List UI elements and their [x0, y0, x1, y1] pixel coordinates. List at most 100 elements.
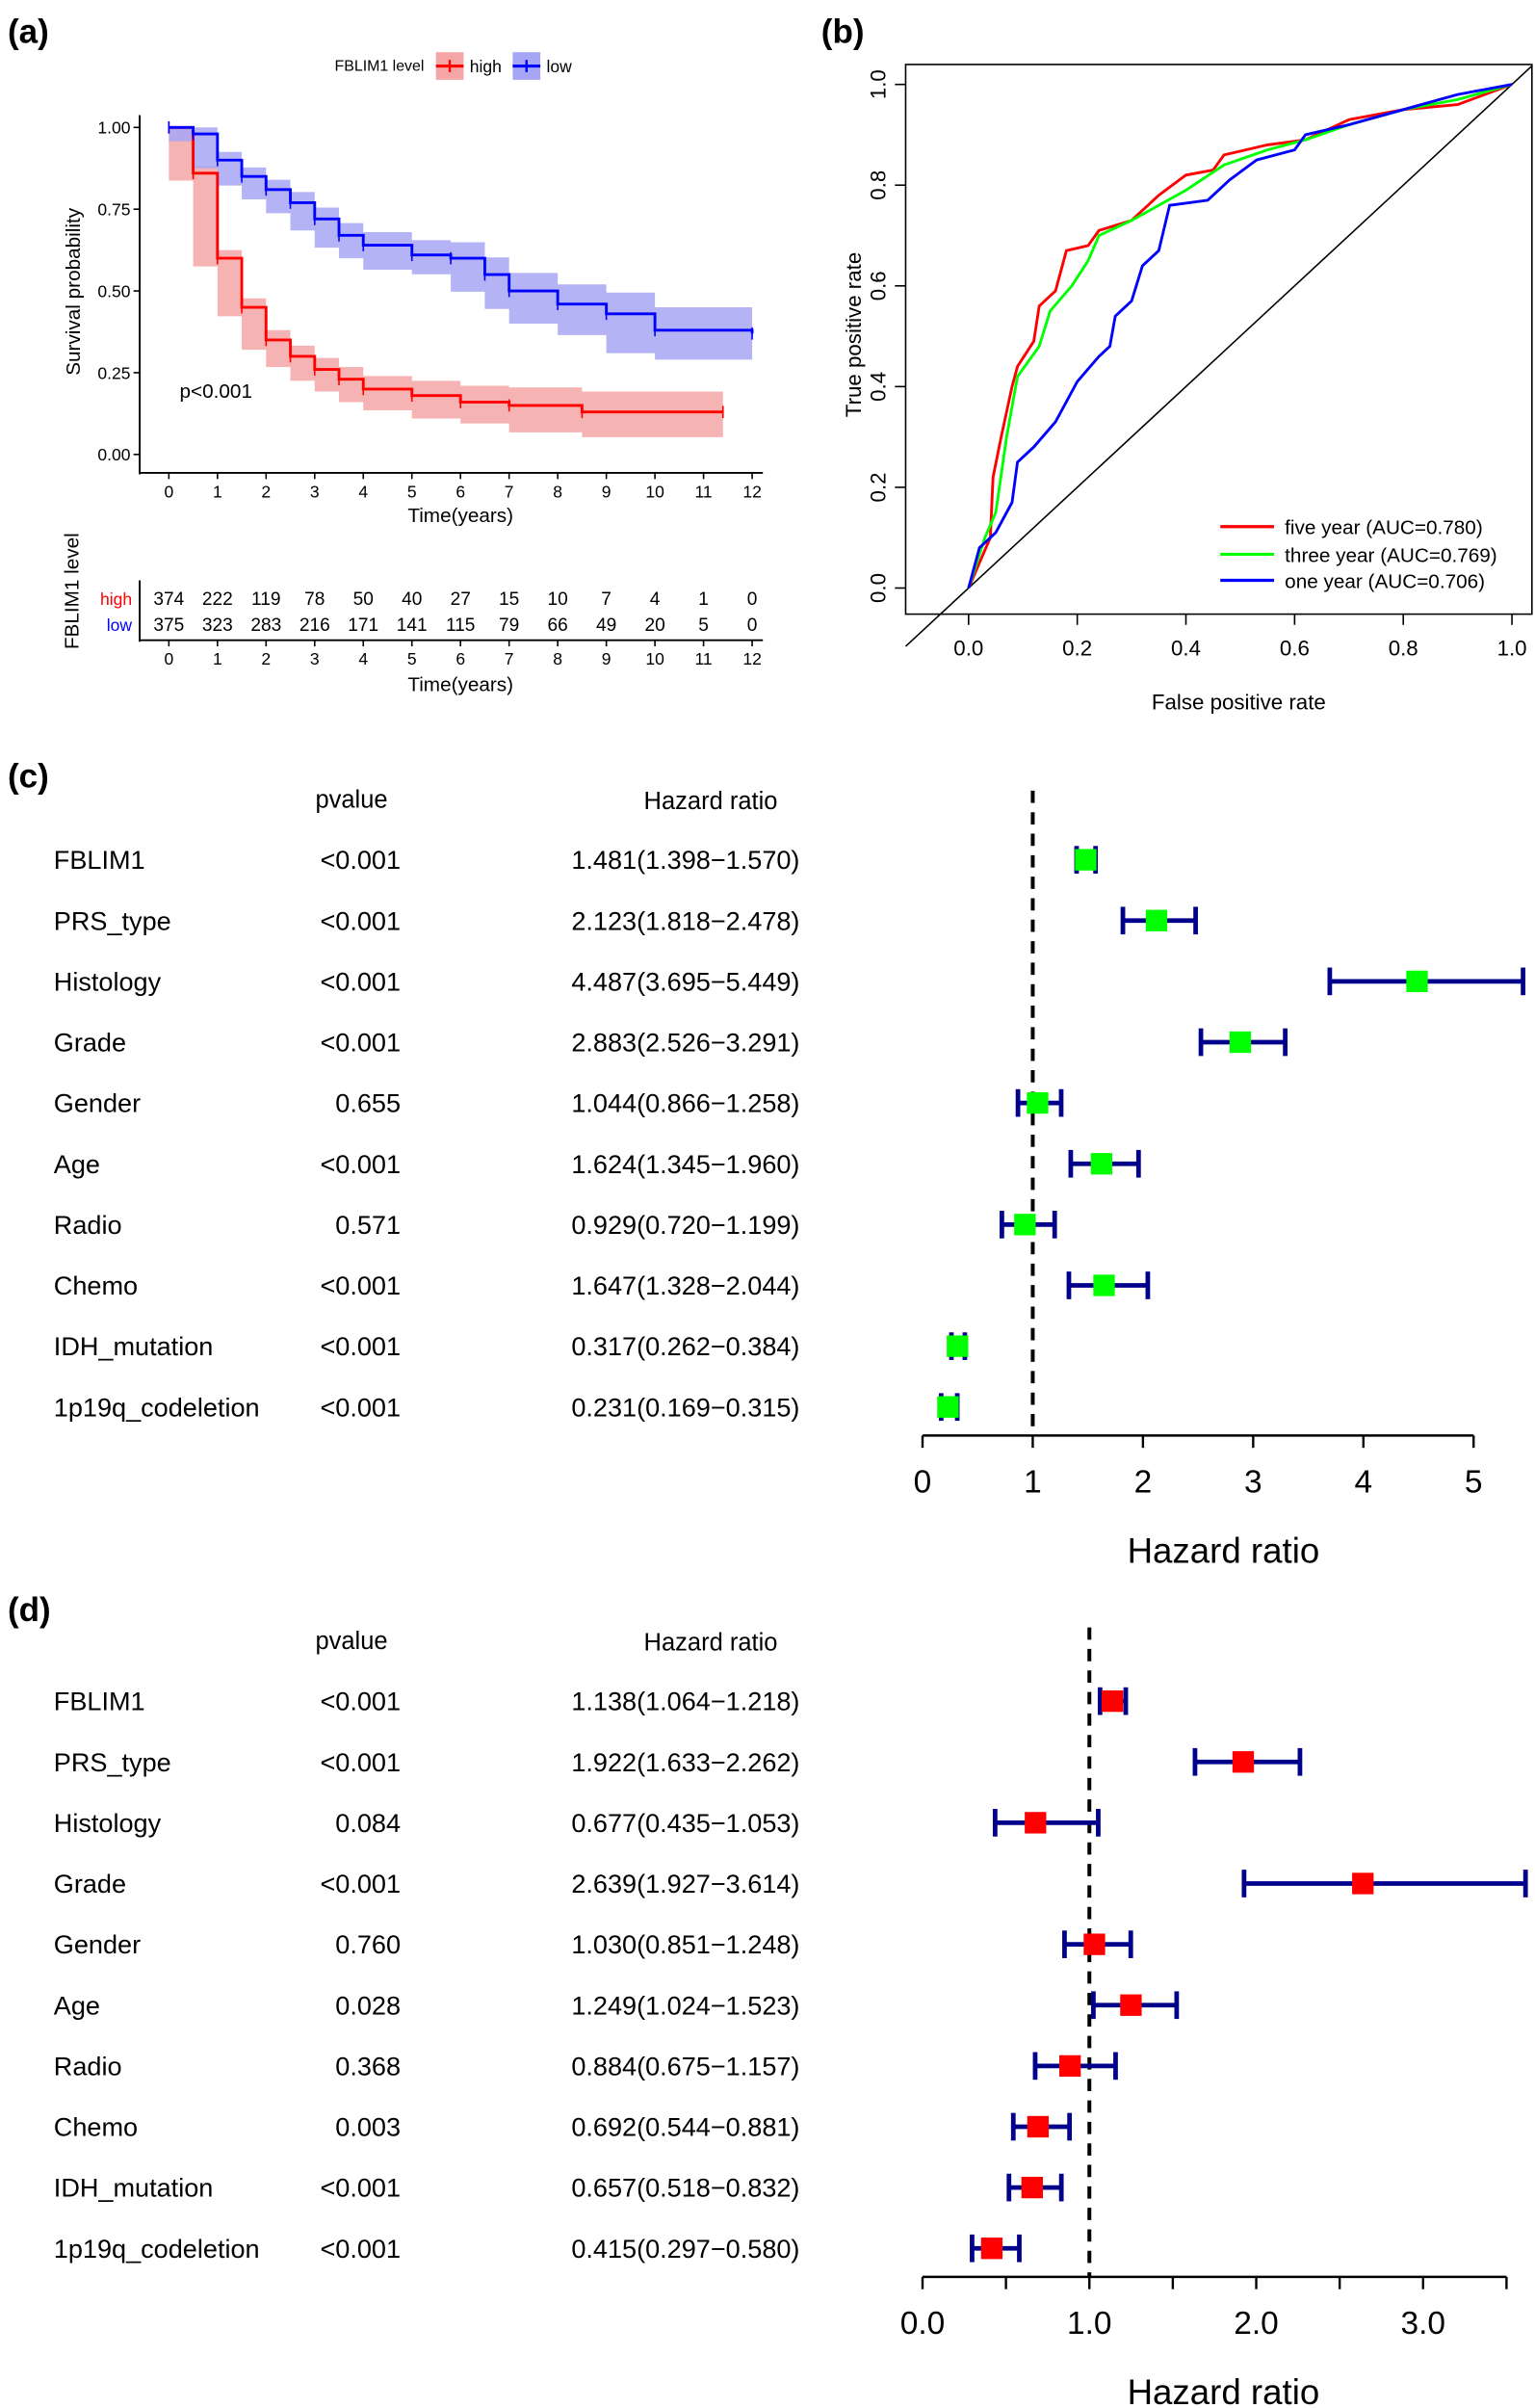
x-tick-label: 3 — [1244, 1464, 1262, 1500]
risk-x-tick-label: 3 — [310, 649, 320, 668]
y-tick-label: 0.50 — [97, 281, 130, 301]
hazard-ratio-column-header: Hazard ratio — [644, 788, 778, 815]
risk-count: 50 — [353, 589, 374, 610]
hazard-ratio-cell: 0.317(0.262−0.384) — [571, 1331, 799, 1361]
hazard-ratio-box — [1083, 1933, 1106, 1955]
hazard-ratio-cell: 1.138(1.064−1.218) — [571, 1687, 799, 1716]
variable-label: Gender — [54, 1929, 141, 1959]
risk-count: 222 — [202, 589, 233, 610]
hazard-ratio-box — [1229, 1031, 1252, 1054]
x-tick-label: 12 — [742, 482, 761, 501]
roc-curve-2 — [967, 83, 1513, 589]
variable-label: IDH_mutation — [54, 1331, 214, 1361]
risk-count: 119 — [251, 589, 280, 610]
variable-label: Age — [54, 1990, 100, 2020]
hazard-ratio-box — [1021, 2176, 1043, 2199]
risk-count: 10 — [548, 589, 568, 610]
x-tick-label: 3 — [310, 482, 320, 501]
variable-label: Radio — [54, 2051, 122, 2081]
pvalue-column-header: pvalue — [315, 1628, 387, 1655]
x-tick-label: 0.0 — [953, 637, 983, 661]
hazard-ratio-cell: 0.231(0.169−0.315) — [571, 1392, 799, 1422]
risk-x-tick-label: 10 — [645, 649, 664, 668]
y-tick-label: 0.25 — [97, 363, 130, 382]
risk-x-tick-label: 4 — [358, 649, 368, 668]
pvalue-cell: 0.084 — [335, 1808, 401, 1838]
variable-label: Grade — [54, 1028, 126, 1058]
hazard-ratio-cell: 1.647(1.328−2.044) — [571, 1270, 799, 1300]
hazard-ratio-box — [1120, 1994, 1142, 2016]
x-tick-label: 1 — [1024, 1464, 1042, 1500]
legend-label-0: five year (AUC=0.780) — [1285, 517, 1483, 539]
panel-d-label: (d) — [8, 1591, 51, 1629]
variable-label: PRS_type — [54, 905, 171, 935]
risk-count: 5 — [698, 615, 709, 636]
y-tick-label: 0.2 — [867, 472, 891, 502]
risk-row-label-high: high — [100, 589, 132, 609]
pvalue-cell: 0.571 — [335, 1210, 401, 1240]
risk-count: 79 — [499, 615, 519, 636]
y-tick-label: 0.00 — [97, 445, 130, 464]
hazard-ratio-box — [1090, 1153, 1113, 1175]
risk-count: 49 — [596, 615, 616, 636]
pvalue-cell: <0.001 — [320, 1149, 401, 1179]
survival-curve-high — [169, 125, 723, 414]
hazard-ratio-cell: 2.883(2.526−3.291) — [571, 1028, 799, 1058]
legend-label-high: high — [470, 57, 502, 76]
risk-count: 15 — [499, 589, 519, 610]
panel-b-label: (b) — [821, 13, 865, 51]
hazard-ratio-cell: 1.249(1.024−1.523) — [571, 1990, 799, 2020]
y-axis-title: True positive rate — [842, 252, 866, 417]
hazard-ratio-box — [1059, 2055, 1081, 2078]
variable-label: Chemo — [54, 1270, 138, 1300]
variable-label: Grade — [54, 1869, 126, 1898]
pvalue-cell: 0.368 — [335, 2051, 401, 2081]
hazard-ratio-box — [980, 2238, 1003, 2260]
pvalue-cell: <0.001 — [320, 1028, 401, 1058]
hazard-ratio-cell: 0.884(0.675−1.157) — [571, 2051, 799, 2081]
risk-x-tick-label: 7 — [505, 649, 514, 668]
x-axis-title: Hazard ratio — [1128, 1531, 1320, 1571]
x-tick-label: 1.0 — [1067, 2306, 1112, 2342]
risk-count: 283 — [250, 615, 281, 636]
hazard-ratio-cell: 4.487(3.695−5.449) — [571, 966, 799, 996]
roc-plot: 0.0 0.2 0.4 0.6 0.8 1.0 0.0 0.2 0.4 0.6 0.8 1.0 Fals… — [842, 64, 1533, 714]
hazard-ratio-box — [937, 1396, 959, 1418]
hazard-ratio-box — [1027, 2115, 1050, 2138]
pvalue-cell: <0.001 — [320, 1392, 401, 1422]
x-tick-label: 0 — [164, 482, 173, 501]
plot-box — [904, 64, 1533, 615]
risk-count: 141 — [397, 615, 428, 636]
hazard-ratio-box — [1093, 1274, 1115, 1296]
pvalue-cell: <0.001 — [320, 1270, 401, 1300]
y-tick-label: 1.00 — [97, 118, 130, 138]
x-tick-label: 0.8 — [1389, 637, 1418, 661]
risk-count: 115 — [446, 615, 475, 636]
risk-count: 171 — [348, 615, 378, 636]
y-axis-title: Survival probability — [63, 207, 85, 376]
x-tick-label: 5 — [1465, 1464, 1483, 1500]
hazard-ratio-box — [1102, 1689, 1124, 1713]
risk-count: 20 — [644, 615, 664, 636]
pvalue-cell: <0.001 — [320, 1747, 401, 1777]
x-tick-label: 0.4 — [1171, 637, 1201, 661]
pvalue-cell: 0.028 — [335, 1990, 401, 2020]
x-tick-label: 2.0 — [1234, 2306, 1279, 2342]
hazard-ratio-box — [947, 1335, 969, 1357]
risk-x-tick-label: 5 — [407, 649, 417, 668]
risk-x-tick-label: 2 — [261, 649, 271, 668]
hazard-ratio-cell: 0.929(0.720−1.199) — [571, 1210, 799, 1240]
hazard-ratio-cell: 0.415(0.297−0.580) — [571, 2234, 799, 2264]
x-tick-label: 0 — [914, 1464, 932, 1500]
hazard-ratio-box — [1352, 1872, 1374, 1895]
forest-plot-univariate: pvalue Hazard ratio FBLIM1 <0.001 1.481(1.39… — [54, 786, 1526, 1571]
y-tick-label: 0.6 — [867, 271, 891, 301]
variable-label: PRS_type — [54, 1747, 171, 1777]
hazard-ratio-cell: 0.692(0.544−0.881) — [571, 2112, 799, 2142]
risk-x-tick-label: 6 — [455, 649, 465, 668]
risk-x-tick-label: 12 — [742, 649, 761, 668]
variable-label: 1p19q_codeletion — [54, 1392, 260, 1422]
risk-count: 40 — [402, 589, 422, 610]
hazard-ratio-cell: 1.030(0.851−1.248) — [571, 1929, 799, 1959]
